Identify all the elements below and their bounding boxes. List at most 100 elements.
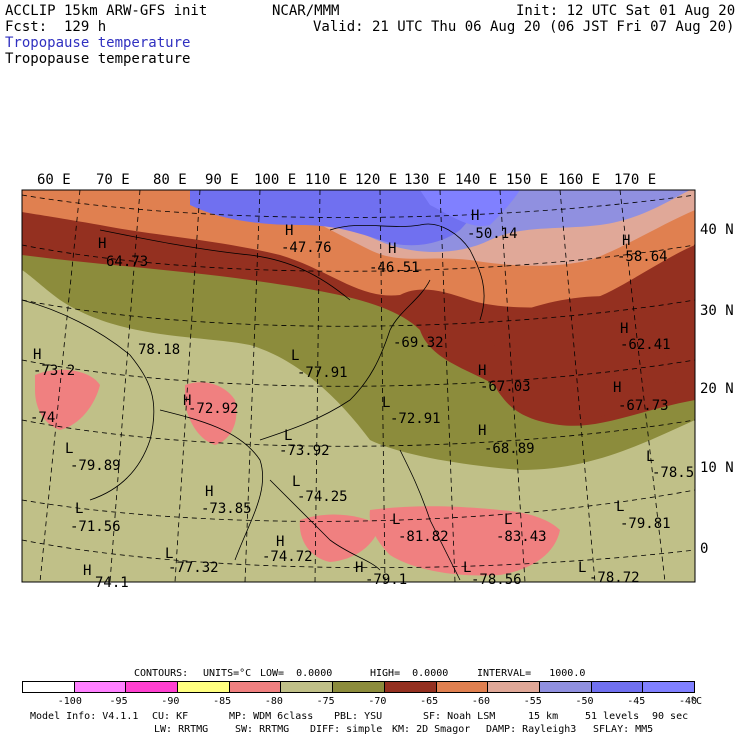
extremum-type: H [388, 241, 397, 257]
interval-label: INTERVAL= 1000.0 [477, 668, 586, 679]
extremum-value: -69.32 [393, 335, 444, 351]
extremum-type: L [284, 428, 293, 444]
extremum-type: H [355, 560, 364, 576]
extremum-type: L [616, 499, 625, 515]
init-time: Init: 12 UTC Sat 01 Aug 20 [516, 3, 736, 19]
extremum-type: H [478, 363, 487, 379]
extremum-value: -78.5 [652, 465, 695, 481]
extremum-value: -79.81 [620, 516, 671, 532]
extremum-type: H [83, 563, 92, 579]
extremum-type: H [285, 223, 294, 239]
colorbar-label: -75 [316, 696, 335, 707]
extremum-type: L [291, 348, 300, 364]
lon-label: 100 E [254, 172, 297, 188]
lon-label: 70 E [96, 172, 130, 188]
valid-time: Valid: 21 UTC Thu 06 Aug 20 (06 JST Fri … [313, 19, 735, 35]
low-label: LOW= 0.0000 [260, 668, 333, 679]
colorbar-label: -45 [627, 696, 646, 707]
extremum-value: -71.56 [70, 519, 121, 535]
footer-item: DAMP: Rayleigh3 [486, 724, 577, 735]
colorbar-swatch [281, 682, 334, 692]
lon-label: 80 E [153, 172, 187, 188]
extremum-value: -72.91 [390, 411, 441, 427]
extremum-type: L [646, 449, 655, 465]
colorbar-swatch [539, 682, 592, 692]
contours-label: CONTOURS: [134, 668, 189, 679]
colorbar-swatch [384, 682, 437, 692]
extremum-value: -67.03 [480, 379, 531, 395]
graticule [22, 190, 695, 582]
colorbar-label: -100 [57, 696, 82, 707]
lon-label: 140 E [455, 172, 498, 188]
extremum-value: -46.51 [369, 260, 420, 276]
extremum-value: 78.18 [138, 342, 181, 358]
extremum-value: -79.89 [70, 458, 121, 474]
footer-item: MP: WDM 6class [229, 711, 314, 722]
extremum-type: H [613, 380, 622, 396]
extremum-value: -67.73 [618, 398, 669, 414]
extremum-type: L [382, 395, 391, 411]
footer-item: SFLAY: MM5 [593, 724, 654, 735]
footer-item: CU: KF [152, 711, 189, 722]
colorbar-swatch [178, 682, 230, 692]
high-label: HIGH= 0.0000 [370, 668, 449, 679]
colorbar [22, 681, 695, 693]
temperature-field [22, 190, 695, 582]
footer-item: LW: RRTMG [154, 724, 209, 735]
footer-item: KM: 2D Smagor [392, 724, 471, 735]
lat-label: 30 N [700, 303, 734, 319]
footer-item: PBL: YSU [334, 711, 383, 722]
extremum-type: L [75, 501, 84, 517]
extremum-value: -50.14 [467, 226, 518, 242]
extremum-value: -74 [30, 410, 56, 426]
colorbar-swatch [488, 682, 540, 692]
extremum-value: -79.1 [365, 572, 408, 588]
extremum-type: H [276, 534, 285, 550]
lat-label: 20 N [700, 381, 734, 397]
extremum-value: -77.32 [168, 560, 219, 576]
extremum-value: -83.43 [496, 529, 547, 545]
colorbar-swatch [436, 682, 489, 692]
extremum-type: H [33, 347, 42, 363]
extremum-value: -58.64 [617, 249, 668, 265]
extremum-value: 64.73 [106, 254, 149, 270]
colorbar-label: -55 [523, 696, 542, 707]
lat-label: 0 [700, 541, 709, 557]
extremum-value: -74.25 [297, 489, 348, 505]
extremum-type: H [471, 208, 480, 224]
extremum-value: -73.85 [201, 501, 252, 517]
extremum-type: H [98, 236, 107, 252]
extremum-value: -73.92 [279, 443, 330, 459]
colorbar-swatch [229, 682, 282, 692]
footer-item: 15 km [528, 711, 559, 722]
colorbar-label: -80 [264, 696, 283, 707]
footer-item: 51 levels [585, 711, 640, 722]
colorbar-label: -95 [109, 696, 128, 707]
extremum-value: -81.82 [398, 529, 449, 545]
extremum-type: L [504, 512, 513, 528]
lon-label: 150 E [506, 172, 549, 188]
extremum-type: H [478, 423, 487, 439]
colorbar-label: -90 [161, 696, 180, 707]
extremum-value: -72.92 [188, 401, 239, 417]
forecast-hour: Fcst: 129 h [5, 19, 107, 35]
field-label-primary: Tropopause temperature [5, 35, 191, 51]
extremum-value: 74.1 [95, 575, 129, 591]
extremum-type: L [392, 512, 401, 528]
colorbar-swatch [333, 682, 385, 692]
lon-label: 160 E [558, 172, 601, 188]
lat-label: 40 N [700, 222, 734, 238]
extremum-type: L [165, 546, 174, 562]
extremum-type: L [292, 474, 301, 490]
lon-label: 110 E [305, 172, 348, 188]
lon-label: 130 E [404, 172, 447, 188]
extremum-type: L [578, 560, 587, 576]
extremum-value: -78.72 [589, 570, 640, 586]
extremum-value: -78.56 [471, 572, 522, 588]
extremum-value: -73.2 [33, 363, 76, 379]
extremum-type: H [205, 484, 214, 500]
map-frame [21, 189, 696, 583]
colorbar-swatch [643, 682, 694, 692]
units-label: UNITS=°C [203, 668, 252, 679]
